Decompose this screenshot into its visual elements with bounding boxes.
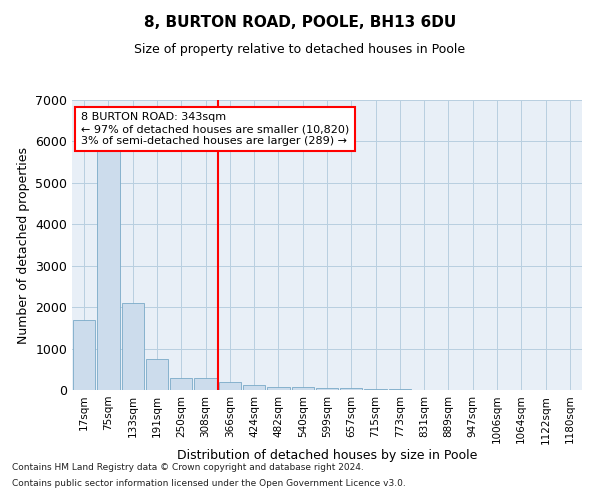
X-axis label: Distribution of detached houses by size in Poole: Distribution of detached houses by size … xyxy=(177,449,477,462)
Bar xyxy=(122,303,144,390)
Text: 8, BURTON ROAD, POOLE, BH13 6DU: 8, BURTON ROAD, POOLE, BH13 6DU xyxy=(144,15,456,30)
Bar xyxy=(218,382,241,390)
Text: 8 BURTON ROAD: 343sqm
← 97% of detached houses are smaller (10,820)
3% of semi-d: 8 BURTON ROAD: 343sqm ← 97% of detached … xyxy=(81,112,349,146)
Bar xyxy=(364,389,387,390)
Bar xyxy=(73,320,95,390)
Text: Contains HM Land Registry data © Crown copyright and database right 2024.: Contains HM Land Registry data © Crown c… xyxy=(12,464,364,472)
Bar xyxy=(243,385,265,390)
Text: Size of property relative to detached houses in Poole: Size of property relative to detached ho… xyxy=(134,42,466,56)
Bar xyxy=(267,386,290,390)
Bar xyxy=(97,150,119,390)
Bar xyxy=(146,359,168,390)
Y-axis label: Number of detached properties: Number of detached properties xyxy=(17,146,29,344)
Text: Contains public sector information licensed under the Open Government Licence v3: Contains public sector information licen… xyxy=(12,478,406,488)
Bar xyxy=(292,388,314,390)
Bar xyxy=(316,388,338,390)
Bar xyxy=(170,378,193,390)
Bar xyxy=(340,388,362,390)
Bar xyxy=(194,378,217,390)
